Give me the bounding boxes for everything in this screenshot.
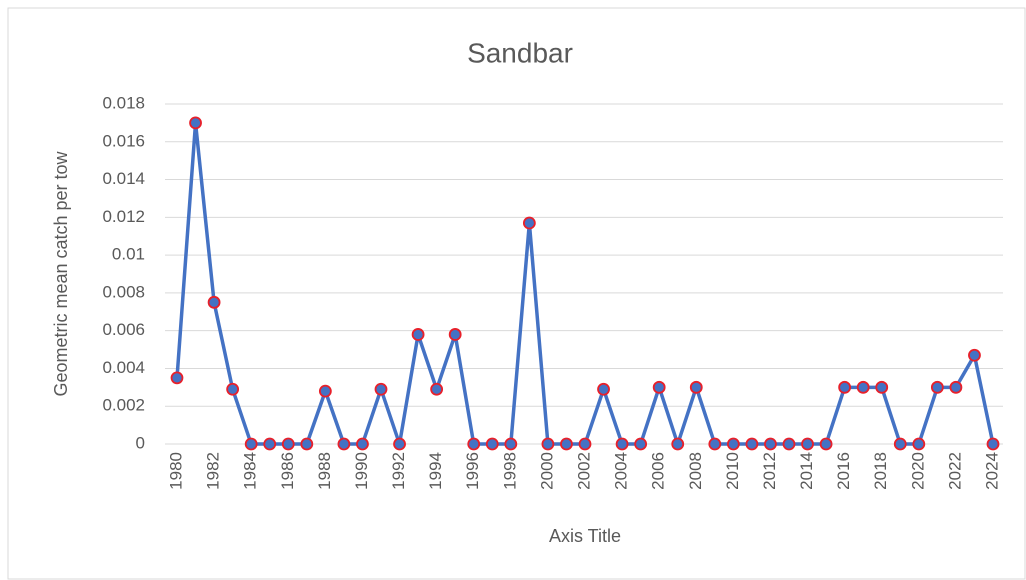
chart-frame [7,7,1026,580]
data-point [226,382,240,396]
x-tick-label: 2010 [723,452,742,490]
data-point [356,437,369,451]
data-point [912,437,926,451]
x-tick-label: 2020 [908,452,927,490]
data-point [430,382,444,396]
x-tick-label: 2018 [871,452,890,490]
x-tick-label: 2014 [797,452,816,490]
data-point [708,437,722,451]
x-tick-label: 1980 [166,452,185,490]
x-tick-label: 2002 [574,452,593,490]
y-tick-label: 0.016 [102,131,145,150]
x-tick-label: 1986 [278,452,297,490]
data-point [801,437,814,451]
data-point [652,380,666,394]
data-point [170,371,184,385]
y-tick-label: 0.018 [102,93,145,112]
data-point [782,437,796,451]
x-tick-label: 2016 [834,452,853,490]
x-tick-label: 2006 [649,452,668,490]
x-tick-label: 2008 [686,452,705,490]
data-point [597,382,610,396]
y-tick-label: 0.008 [102,282,145,301]
data-point [467,437,481,451]
x-tick-label: 1998 [500,452,519,490]
data-point [875,380,889,394]
data-point [745,437,759,451]
x-tick-label: 2004 [612,452,631,490]
data-point [671,437,685,451]
y-tick-label: 0.004 [102,358,145,377]
x-tick-label: 1988 [315,452,334,490]
x-tick-label: 1996 [463,452,482,490]
data-point [689,380,703,394]
data-point [634,437,648,451]
data-point [522,216,536,230]
x-tick-label: 2000 [537,452,556,490]
data-point [968,348,981,362]
data-point [244,437,258,451]
data-point [393,437,406,451]
data-point [189,116,202,130]
data-point [578,437,592,451]
data-point [337,437,351,451]
x-tick-label: 2022 [945,452,964,490]
data-point [986,437,1000,451]
x-tick-label: 1984 [241,452,260,490]
y-axis-title: Geometric mean catch per tow [51,150,71,396]
data-point [300,437,314,451]
data-point [930,380,944,394]
data-point [726,437,740,451]
data-point [263,437,277,451]
data-point [411,328,425,341]
x-tick-label: 2012 [760,452,779,490]
data-point [838,380,852,394]
y-tick-label: 0 [136,433,145,452]
data-point [949,380,963,394]
data-point [318,384,332,398]
x-tick-label: 1994 [426,452,445,490]
data-point [207,295,221,309]
x-tick-label: 1982 [204,452,223,490]
data-point [541,437,555,451]
data-point [560,437,573,451]
chart-title: Sandbar [467,37,573,68]
y-tick-label: 0.002 [102,396,145,415]
data-point [504,437,518,451]
data-point [281,437,295,451]
data-point [374,382,388,396]
data-point [893,437,907,451]
data-point [819,437,833,451]
data-point [764,437,777,451]
data-point [615,437,629,451]
x-tick-label: 1990 [352,452,371,490]
data-point [856,380,870,394]
data-point [485,437,499,451]
y-tick-label: 0.014 [102,169,145,188]
x-tick-label: 1992 [389,452,408,490]
y-tick-label: 0.006 [102,320,145,339]
x-tick-label: 2024 [982,452,1001,490]
y-tick-label: 0.012 [102,207,145,226]
y-tick-label: 0.01 [112,245,145,264]
x-axis-title: Axis Title [549,526,621,546]
data-point [448,328,462,341]
